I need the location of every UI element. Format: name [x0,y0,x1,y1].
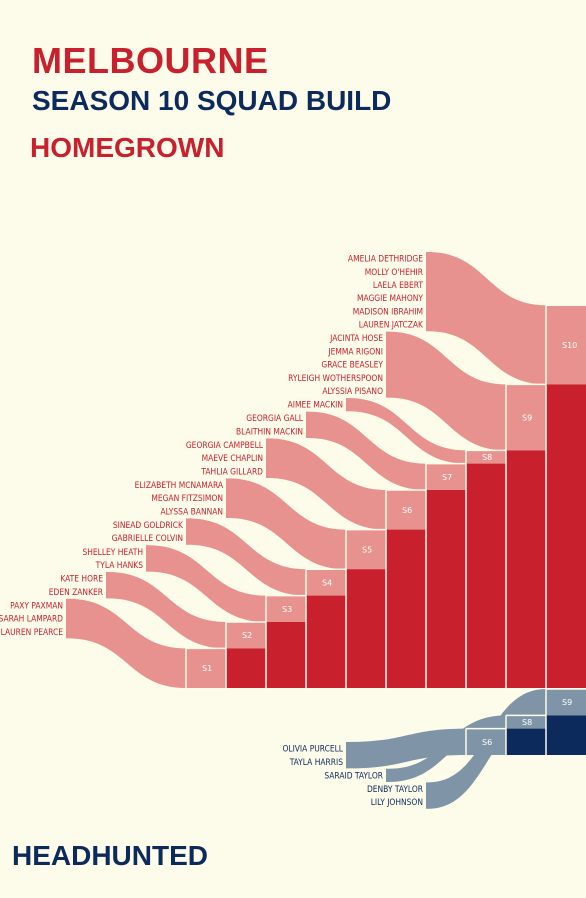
player-name-megan-fitzsimon: MEGAN FITZSIMON [151,493,223,503]
homegrown-flow-s9 [388,331,506,451]
player-name-lily-johnson: LILY JOHNSON [371,797,423,807]
player-name-jacinta-hose: JACINTA HOSE [329,333,383,343]
homegrown-heading: HOMEGROWN [30,132,225,163]
player-name-lauren-jatczak: LAUREN JATCZAK [359,320,424,330]
headhunted-season-label-s9: S9 [562,698,572,707]
headhunted-group-bracket [426,782,428,809]
homegrown-group-bracket [266,438,268,478]
homegrown-block-s10 [546,384,586,688]
player-name-georgia-campbell: GEORGIA CAMPBELL [186,440,264,450]
player-name-maeve-chaplin: MAEVE CHAPLIN [202,453,263,463]
homegrown-group-bracket [106,572,108,599]
player-name-grace-beasley: GRACE BEASLEY [321,360,383,370]
player-name-madison-ibrahim: MADISON IBRAHIM [353,306,423,316]
headhunted-block-s9 [546,715,586,755]
homegrown-section: AMELIA DETHRIDGE MOLLY O'HEHIR LAELA EBERT… [0,252,586,688]
homegrown-flow-s5 [228,478,346,570]
homegrown-group-bracket [306,411,308,438]
headhunted-heading: HEADHUNTED [12,840,208,871]
player-name-jemma-rigoni: JEMMA RIGONI [327,346,383,356]
homegrown-flow-s10 [428,252,546,385]
homegrown-season-label-s3: S3 [282,605,292,614]
homegrown-group-bracket [146,545,148,572]
club-title: MELBOURNE [32,40,269,81]
headhunted-group-bracket [386,768,388,782]
homegrown-season-label-s2: S2 [242,631,252,640]
homegrown-flow-s1 [68,598,186,688]
player-name-lauren-pearce: LAUREN PEARCE [1,627,64,637]
headhunted-group-bracket [346,742,348,769]
homegrown-group-bracket [346,398,348,412]
headhunted-new-s9 [546,689,586,716]
player-name-georgia-gall: GEORGIA GALL [246,413,304,423]
player-name-eden-zanker: EDEN ZANKER [49,587,104,597]
homegrown-season-label-s7: S7 [442,473,452,482]
homegrown-flow-s3 [148,545,266,622]
homegrown-group-bracket [186,518,188,545]
player-name-kate-hore: KATE HORE [60,574,103,584]
player-name-amelia-dethridge: AMELIA DETHRIDGE [348,254,423,264]
player-name-alyssa-bannan: ALYSSA BANNAN [161,506,223,516]
homegrown-flow-s2 [108,572,226,649]
homegrown-season-label-s6: S6 [402,506,412,515]
homegrown-group-bracket [226,478,228,518]
player-name-gabrielle-colvin: GABRIELLE COLVIN [112,533,183,543]
homegrown-group-bracket [66,598,68,639]
homegrown-season-label-s9: S9 [522,413,532,422]
player-name-tayla-harris: TAYLA HARRIS [289,757,343,767]
homegrown-flow-s8 [348,398,466,464]
player-name-laela-ebert: LAELA EBERT [373,280,424,290]
homegrown-season-label-s8: S8 [482,453,492,462]
homegrown-flow-s4 [188,518,306,596]
homegrown-season-label-s5: S5 [362,545,372,554]
player-name-maggie-mahony: MAGGIE MAHONY [357,293,423,303]
player-name-molly-o-hehir: MOLLY O'HEHIR [365,267,424,277]
homegrown-flow-s7 [308,411,426,490]
headhunted-season-label-s6: S6 [482,738,492,747]
player-name-saraid-taylor: SARAID TAYLOR [324,770,383,780]
headhunted-section: OLIVIA PURCELL TAYLA HARRIS SARAID TAYLOR D… [282,688,586,809]
player-name-tahlia-gillard: TAHLIA GILLARD [200,466,263,476]
player-name-blaithin-mackin: BLAITHIN MACKIN [236,426,303,436]
player-name-ryleigh-wotherspoon: RYLEIGH WOTHERSPOON [288,373,383,383]
homegrown-season-label-s10: S10 [562,341,577,350]
diagram-subtitle: SEASON 10 SQUAD BUILD [32,85,392,116]
player-name-sinead-goldrick: SINEAD GOLDRICK [113,520,184,530]
homegrown-group-bracket [386,331,388,398]
player-name-olivia-purcell: OLIVIA PURCELL [282,744,343,754]
player-name-sarah-lampard: SARAH LAMPARD [0,614,63,624]
player-name-alyssia-pisano: ALYSSIA PISANO [322,386,383,396]
homegrown-flow-s6 [268,438,386,530]
headhunted-season-label-s8: S8 [522,718,532,727]
homegrown-season-label-s1: S1 [202,664,212,673]
homegrown-new-s10 [546,305,586,385]
player-name-denby-taylor: DENBY TAYLOR [367,784,424,794]
player-name-elizabeth-mcnamara: ELIZABETH MCNAMARA [135,480,224,490]
homegrown-group-bracket [426,252,428,332]
headhunted-flow-s6 [348,728,466,769]
player-name-paxy-paxman: PAXY PAXMAN [10,600,63,610]
player-name-aimee-mackin: AIMEE MACKIN [288,400,343,410]
player-name-tyla-hanks: TYLA HANKS [95,560,144,570]
homegrown-season-label-s4: S4 [322,578,332,587]
player-name-shelley-heath: SHELLEY HEATH [82,547,143,557]
